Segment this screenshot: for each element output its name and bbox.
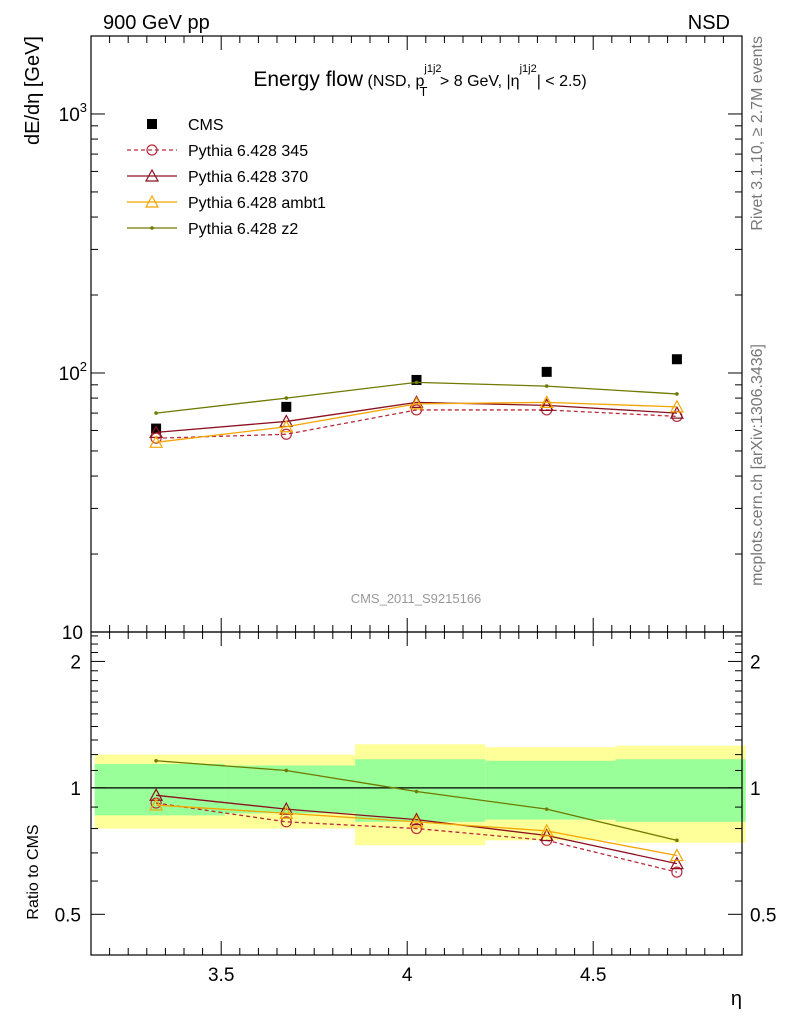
title-part-b: > 8 GeV, |η <box>435 73 519 90</box>
ratio-point-1-4 <box>669 856 684 870</box>
main-ytick-label-2: 103 <box>59 100 87 126</box>
main-point-2-2 <box>409 395 424 408</box>
legend-label-1: Pythia 6.428 345 <box>188 143 308 160</box>
main-line-3 <box>156 401 677 443</box>
main-point-0-1 <box>281 401 292 412</box>
main-point-0-0 <box>151 423 162 434</box>
legend-marker-0 <box>147 119 157 129</box>
main-ytick-label-0: 10 <box>62 623 83 644</box>
analysis-watermark: CMS_2011_S9215166 <box>351 591 482 606</box>
legend-label-3: Pythia 6.428 ambt1 <box>188 195 326 212</box>
ratio-point-3-3 <box>544 807 549 811</box>
ratio-point-0-2 <box>410 822 423 835</box>
title-sub-1: T <box>420 84 428 99</box>
ratio-point-2-3 <box>539 823 554 837</box>
main-point-4-2 <box>414 380 419 385</box>
main-point-3-1 <box>279 419 294 433</box>
legend-marker-2 <box>144 168 160 182</box>
title-part-c: | < 2.5) <box>537 73 587 90</box>
legend: CMS Pythia 6.428 345 Pythia 6.428 370 Pythi… <box>127 117 326 238</box>
ratio-point-3-1 <box>284 768 289 773</box>
ratio-point-1-2 <box>409 812 424 826</box>
ratio-frame <box>90 631 743 956</box>
series-lines <box>149 354 684 878</box>
main-point-1-1 <box>280 428 292 440</box>
ratio-ytick-label-right-0: 0.5 <box>750 905 776 926</box>
ratio-point-3-2 <box>414 789 419 794</box>
ratio-xtick-label-2: 4.5 <box>580 965 606 986</box>
legend-label-0: CMS <box>188 117 224 134</box>
header-left: 900 GeV pp <box>103 12 210 34</box>
ratio-ytick-label-left-0: 0.5 <box>55 905 81 926</box>
stat-band-1 <box>224 765 356 814</box>
ratio-line-1 <box>156 794 678 865</box>
legend-label-4: Pythia 6.428 z2 <box>188 221 298 238</box>
ratio-point-2-1 <box>279 806 294 819</box>
ratio-point-2-4 <box>669 848 684 862</box>
ratio-point-1-3 <box>539 828 554 842</box>
ratio-ylabel: Ratio to CMS <box>25 824 42 919</box>
main-point-3-3 <box>539 395 554 408</box>
legend-marker-3 <box>144 194 160 208</box>
main-point-2-3 <box>539 398 554 411</box>
title-sup-1: j1j2 <box>423 63 441 75</box>
main-point-2-4 <box>669 405 684 419</box>
ratio-point-3-0 <box>154 758 158 763</box>
ratio-ytick-label-left-1: 1 <box>70 779 81 800</box>
stat-band-4 <box>615 759 746 822</box>
ratio-xtick-label-1: 4 <box>402 965 413 986</box>
stat-band-2 <box>355 759 486 822</box>
plot-frames <box>90 35 743 956</box>
stat-band-3 <box>485 760 616 820</box>
ratio-point-0-4 <box>671 866 683 878</box>
main-point-4-1 <box>284 396 289 400</box>
main-title: Energy flow (NSD, pj1j2 T > 8 GeV, |ηj1j2… <box>253 63 586 99</box>
main-point-0-4 <box>671 354 682 365</box>
main-point-4-3 <box>544 384 549 388</box>
legend-label-2: Pythia 6.428 370 <box>188 169 308 186</box>
main-point-3-2 <box>409 396 424 410</box>
ratio-xlabel: η <box>731 988 742 1010</box>
main-line-1 <box>156 409 677 439</box>
main-point-3-4 <box>669 399 684 413</box>
ratio-ytick-label-left-2: 2 <box>70 652 81 673</box>
ratio-ytick-label-right-2: 2 <box>750 652 761 673</box>
ratio-point-2-0 <box>149 797 164 811</box>
title-part-a: (NSD, p <box>368 73 425 90</box>
title-sup-2: j1j2 <box>519 63 537 75</box>
legend-marker-4 <box>150 226 154 230</box>
side-label-rivet: Rivet 3.1.10, ≥ 2.7M events <box>749 36 766 231</box>
main-point-1-0 <box>150 432 162 444</box>
main-point-0-3 <box>541 366 552 377</box>
side-label-mcplots: mcplots.cern.ch [arXiv:1306.3436] <box>749 344 766 586</box>
legend-marker-1 <box>146 144 158 156</box>
axis-ticks: 10 102 103 3.5 4 4.5 0.5 0.5 1 1 2 2 <box>55 35 776 986</box>
title-qualifier: (NSD, pj1j2 T > 8 GeV, |ηj1j2| < 2.5) <box>368 63 587 99</box>
ratio-line-0 <box>156 802 678 873</box>
main-point-1-2 <box>410 404 423 416</box>
header-right: NSD <box>688 12 730 34</box>
ratio-point-1-1 <box>279 801 294 815</box>
ratio-ytick-label-right-1: 1 <box>750 779 761 800</box>
ratio-xtick-label-0: 3.5 <box>208 965 234 986</box>
main-point-4-4 <box>675 392 679 396</box>
main-ytick-label-1: 102 <box>59 359 87 385</box>
main-point-3-0 <box>149 435 164 448</box>
title-main: Energy flow <box>253 68 364 91</box>
main-ylabel: dE/dη [GeV] <box>22 36 44 145</box>
ratio-point-2-2 <box>409 814 424 828</box>
ratio-uncertainty-bands <box>91 744 746 846</box>
main-line-2 <box>156 401 677 433</box>
ratio-point-0-1 <box>280 816 292 828</box>
main-point-4-0 <box>154 411 158 415</box>
ratio-line-2 <box>156 804 678 857</box>
ratio-point-3-4 <box>675 838 679 843</box>
main-point-0-2 <box>411 374 422 385</box>
